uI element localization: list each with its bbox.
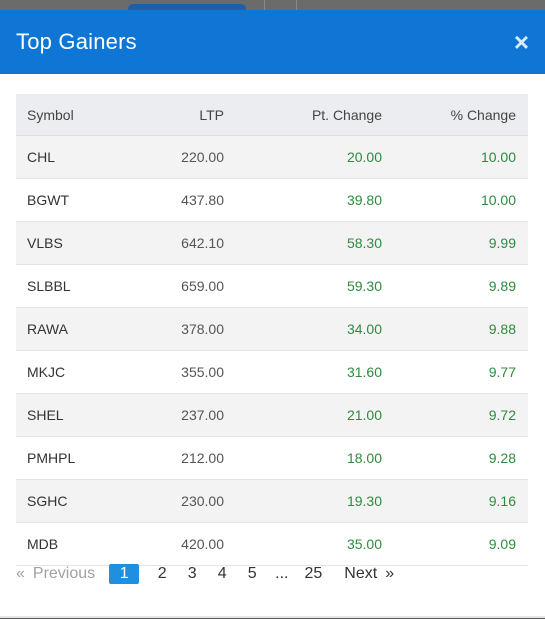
table-header-row: Symbol LTP Pt. Change % Change [16,94,528,136]
pt-change-cell: 21.00 [236,393,394,437]
ltp-cell: 378.00 [134,307,236,351]
page-last-button[interactable]: 25 [304,565,323,582]
modal-header: Top Gainers × [0,10,545,74]
modal-title: Top Gainers [16,29,137,54]
symbol-cell: MDB [16,522,134,566]
table-body: CHL 220.00 20.00 10.00 BGWT 437.80 39.80 10.00 V… [16,135,528,566]
top-gainers-modal: Top Gainers × Symbol LTP Pt. Change % Ch… [0,10,545,618]
symbol-cell: SLBBL [16,264,134,308]
pt-change-cell: 34.00 [236,307,394,351]
pct-change-cell: 9.99 [394,221,528,265]
symbol-cell: SHEL [16,393,134,437]
pct-change-cell: 9.77 [394,350,528,394]
symbol-cell: VLBS [16,221,134,265]
pagination: « Previous 1 2 3 4 5 ... 25 Next » [16,562,394,586]
table-row[interactable]: PMHPL 212.00 18.00 9.28 [16,436,528,480]
pct-change-cell: 9.72 [394,393,528,437]
column-header-pct-change[interactable]: % Change [394,94,528,136]
close-icon[interactable]: × [513,27,529,57]
page-1-button[interactable]: 1 [109,564,140,584]
next-arrow-icon: » [385,565,395,582]
symbol-cell: RAWA [16,307,134,351]
ltp-cell: 237.00 [134,393,236,437]
ltp-cell: 220.00 [134,135,236,179]
table-row[interactable]: SHEL 237.00 21.00 9.72 [16,393,528,437]
symbol-cell: SGHC [16,479,134,523]
table-row[interactable]: VLBS 642.10 58.30 9.99 [16,221,528,265]
ltp-cell: 230.00 [134,479,236,523]
next-button[interactable]: Next [344,565,378,582]
ltp-cell: 642.10 [134,221,236,265]
gainers-table: Symbol LTP Pt. Change % Change CHL 220.00… [16,94,528,566]
table-row[interactable]: MDB 420.00 35.00 9.09 [16,522,528,566]
background-divider [264,0,265,10]
pct-change-cell: 9.09 [394,522,528,566]
ltp-cell: 437.80 [134,178,236,222]
pct-change-cell: 9.89 [394,264,528,308]
table-row[interactable]: SLBBL 659.00 59.30 9.89 [16,264,528,308]
table-row[interactable]: BGWT 437.80 39.80 10.00 [16,178,528,222]
pt-change-cell: 31.60 [236,350,394,394]
ltp-cell: 420.00 [134,522,236,566]
pt-change-cell: 35.00 [236,522,394,566]
pct-change-cell: 10.00 [394,135,528,179]
ltp-cell: 212.00 [134,436,236,480]
previous-button[interactable]: Previous [32,565,96,582]
background-page-strip [0,0,545,14]
pct-change-cell: 9.88 [394,307,528,351]
column-header-pt-change[interactable]: Pt. Change [236,94,394,136]
page-2-button[interactable]: 2 [157,565,167,582]
pt-change-cell: 19.30 [236,479,394,523]
symbol-cell: BGWT [16,178,134,222]
page-3-button[interactable]: 3 [187,565,197,582]
symbol-cell: MKJC [16,350,134,394]
background-divider [296,0,297,10]
column-header-ltp[interactable]: LTP [134,94,236,136]
background-button [128,4,246,14]
gainers-table-container: Symbol LTP Pt. Change % Change CHL 220.00… [16,94,528,566]
pagination-ellipsis: ... [275,565,289,582]
ltp-cell: 659.00 [134,264,236,308]
page-4-button[interactable]: 4 [217,565,227,582]
column-header-symbol[interactable]: Symbol [16,94,134,136]
previous-arrow-icon: « [16,565,25,582]
pt-change-cell: 58.30 [236,221,394,265]
pct-change-cell: 9.28 [394,436,528,480]
modal-bottom-border [0,616,545,618]
symbol-cell: PMHPL [16,436,134,480]
pct-change-cell: 9.16 [394,479,528,523]
table-row[interactable]: MKJC 355.00 31.60 9.77 [16,350,528,394]
ltp-cell: 355.00 [134,350,236,394]
pt-change-cell: 18.00 [236,436,394,480]
page-5-button[interactable]: 5 [247,565,257,582]
pt-change-cell: 39.80 [236,178,394,222]
table-row[interactable]: SGHC 230.00 19.30 9.16 [16,479,528,523]
pct-change-cell: 10.00 [394,178,528,222]
table-row[interactable]: RAWA 378.00 34.00 9.88 [16,307,528,351]
table-row[interactable]: CHL 220.00 20.00 10.00 [16,135,528,179]
pt-change-cell: 20.00 [236,135,394,179]
symbol-cell: CHL [16,135,134,179]
pt-change-cell: 59.30 [236,264,394,308]
